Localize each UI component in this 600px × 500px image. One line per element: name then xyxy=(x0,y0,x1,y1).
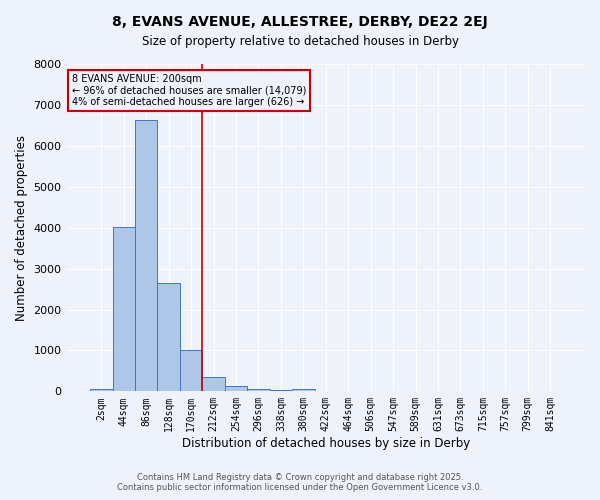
Bar xyxy=(292,389,314,392)
Bar xyxy=(247,389,269,392)
Text: Contains HM Land Registry data © Crown copyright and database right 2025.
Contai: Contains HM Land Registry data © Crown c… xyxy=(118,473,482,492)
Text: Size of property relative to detached houses in Derby: Size of property relative to detached ho… xyxy=(142,35,458,48)
Bar xyxy=(180,350,202,392)
X-axis label: Distribution of detached houses by size in Derby: Distribution of detached houses by size … xyxy=(182,437,470,450)
Bar xyxy=(225,386,247,392)
Bar xyxy=(157,283,180,392)
Bar xyxy=(135,120,157,392)
Text: 8, EVANS AVENUE, ALLESTREE, DERBY, DE22 2EJ: 8, EVANS AVENUE, ALLESTREE, DERBY, DE22 … xyxy=(112,15,488,29)
Bar xyxy=(90,390,113,392)
Bar xyxy=(113,227,135,392)
Y-axis label: Number of detached properties: Number of detached properties xyxy=(15,134,28,320)
Bar xyxy=(202,377,225,392)
Bar xyxy=(269,390,292,392)
Text: 8 EVANS AVENUE: 200sqm
← 96% of detached houses are smaller (14,079)
4% of semi-: 8 EVANS AVENUE: 200sqm ← 96% of detached… xyxy=(72,74,306,107)
